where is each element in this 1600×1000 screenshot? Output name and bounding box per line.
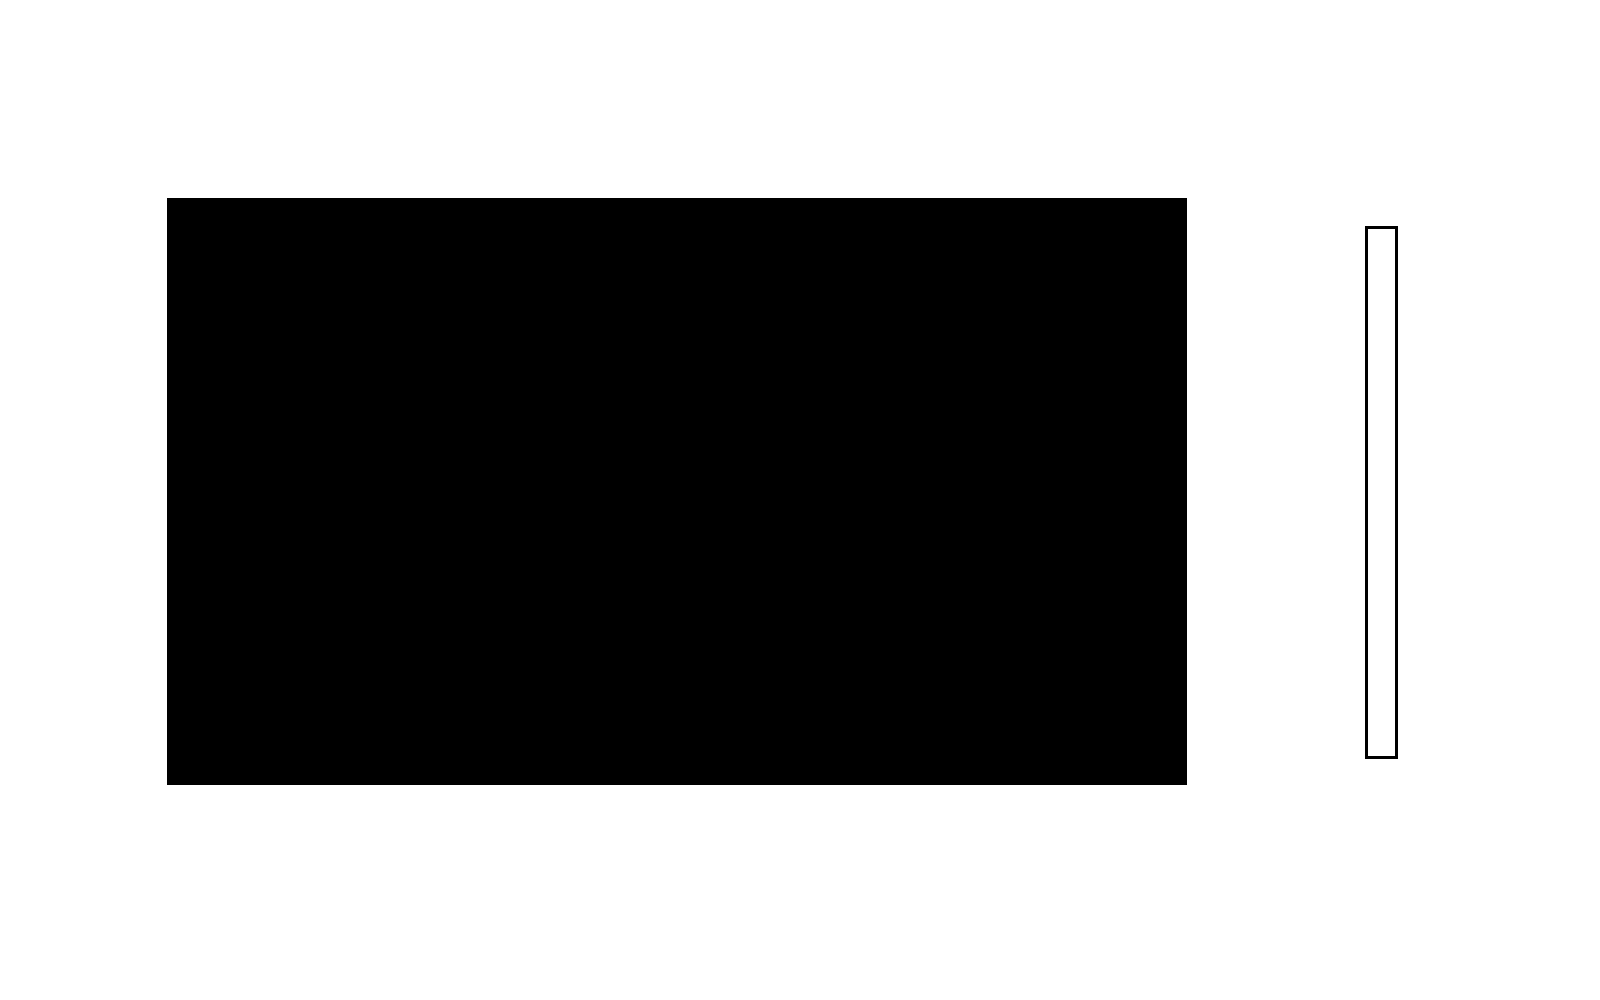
heatmap-plot-area	[167, 198, 1187, 785]
heatmap-canvas	[170, 201, 1184, 782]
colorbar	[1365, 226, 1398, 759]
